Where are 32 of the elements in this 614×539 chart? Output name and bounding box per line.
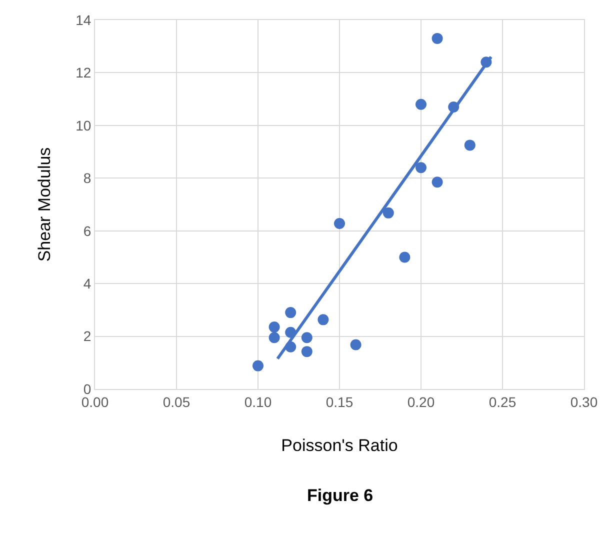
y-tick-label: 10 xyxy=(76,117,92,134)
point xyxy=(416,98,426,110)
x-tick-label: 0.20 xyxy=(407,394,435,410)
point xyxy=(416,162,426,174)
y-tick-label: 8 xyxy=(83,170,92,186)
y-tick-label: 6 xyxy=(83,222,92,239)
point xyxy=(432,176,443,188)
point xyxy=(318,314,329,326)
x-tick-label: 0.30 xyxy=(570,394,598,410)
point xyxy=(268,332,280,344)
y-tick-label: 14 xyxy=(76,12,92,28)
point xyxy=(382,207,394,218)
point xyxy=(432,32,443,44)
point xyxy=(301,346,312,358)
x-tick-label: 0.15 xyxy=(326,394,354,410)
y-tick-label: 2 xyxy=(83,328,92,344)
point xyxy=(399,252,410,263)
point xyxy=(334,218,345,229)
x-tick-label: 0.25 xyxy=(488,394,516,410)
point xyxy=(350,339,362,350)
x-axis-title: Poisson's Ratio xyxy=(281,436,398,456)
x-tick-label: 0.05 xyxy=(162,394,190,410)
x-tick-label: 0.10 xyxy=(244,394,272,410)
y-axis-title: Shear Modulus xyxy=(35,147,54,262)
point xyxy=(285,307,296,318)
point xyxy=(301,332,312,344)
point xyxy=(268,322,280,333)
y-tick-label: 4 xyxy=(83,275,92,292)
point xyxy=(464,140,476,151)
caption: Figure 6 xyxy=(307,486,374,505)
y-tick-label: 12 xyxy=(76,64,92,81)
point xyxy=(252,360,264,372)
